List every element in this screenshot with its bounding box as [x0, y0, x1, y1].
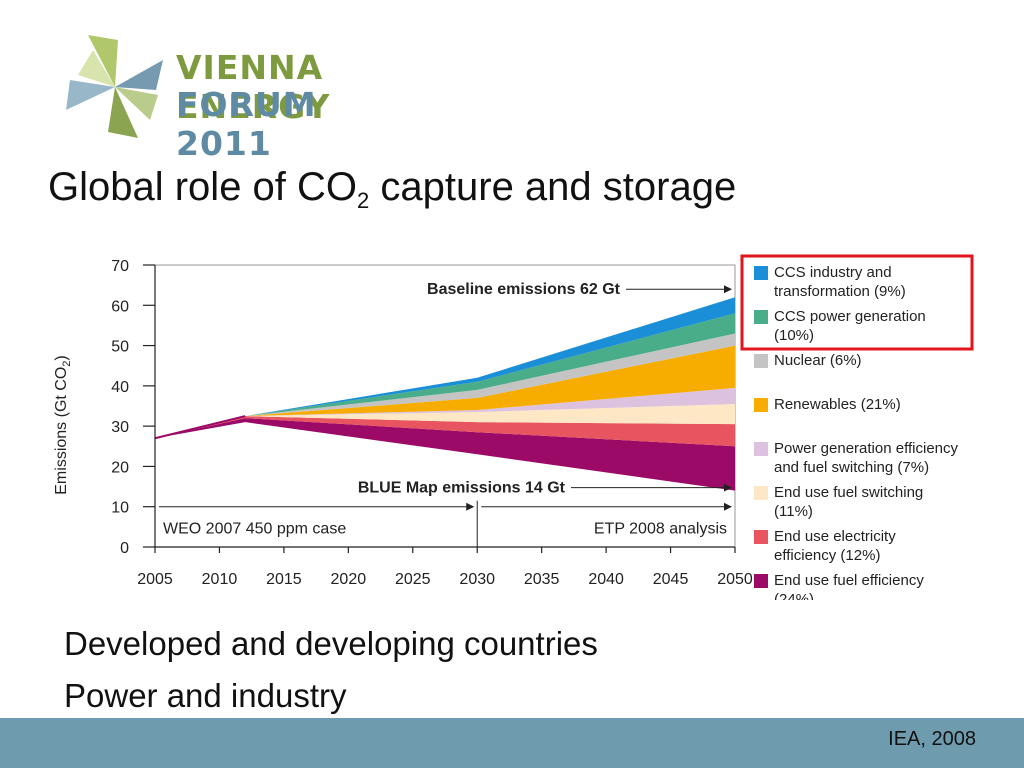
- legend-swatch: [754, 574, 768, 588]
- legend-label: End use electricity efficiency (12%): [774, 528, 896, 564]
- legend-label: Power generation efficiency and fuel swit…: [774, 440, 958, 476]
- legend-line: End use fuel efficiency: [774, 572, 924, 589]
- legend-line: (24%): [774, 591, 814, 600]
- blue-map-label: BLUE Map emissions 14 Gt: [358, 480, 566, 497]
- baseline-label: Baseline emissions 62 Gt: [427, 281, 621, 298]
- bullet-item: Developed and developing countries: [64, 625, 598, 662]
- legend-line: CCS industry and: [774, 264, 892, 281]
- y-axis-label-end: ): [53, 355, 70, 360]
- x-tick-label: 2005: [137, 571, 173, 588]
- history-line: [154, 415, 246, 440]
- legend: CCS industry and transformation (9%) CCS p…: [740, 254, 974, 600]
- y-tick-label: 40: [111, 379, 129, 396]
- legend-line: Nuclear (6%): [774, 352, 862, 369]
- legend-line: Power generation efficiency: [774, 440, 958, 457]
- logo-line2: FORUM 2011: [176, 85, 317, 163]
- x-tick-label: 2050: [717, 571, 753, 588]
- title-text: Global role of CO: [48, 165, 358, 209]
- legend-label: Renewables (21%): [774, 396, 901, 413]
- logo-line1: VIENNA ENERGY: [176, 48, 331, 126]
- bullet-item: Power and industry: [64, 677, 347, 714]
- wedge-area: [155, 416, 735, 447]
- y-axis-label-text: Emissions (Gt CO: [53, 367, 70, 495]
- legend-swatch: [754, 310, 768, 324]
- pinwheel-icon: [66, 35, 163, 138]
- y-tick-label: 60: [111, 298, 129, 315]
- x-tick-label: 2035: [524, 571, 560, 588]
- legend-swatch: [754, 354, 768, 368]
- ccs-highlight-box: [740, 254, 974, 351]
- footer-source: IEA, 2008: [888, 728, 976, 750]
- legend-label: CCS power generation (10%): [774, 308, 926, 344]
- y-tick-label: 20: [111, 459, 129, 476]
- legend-line: CCS power generation: [774, 308, 926, 325]
- x-tick-label: 2010: [202, 571, 238, 588]
- x-tick-label: 2020: [331, 571, 367, 588]
- bullet-list: Developed and developing countries Power…: [64, 618, 598, 722]
- wedge-area: [155, 404, 735, 439]
- x-tick-label: 2015: [266, 571, 302, 588]
- x-tick-label: 2030: [459, 571, 495, 588]
- legend-swatch: [754, 530, 768, 544]
- y-axis-label-sub: 2: [61, 361, 73, 367]
- legend-swatch: [754, 486, 768, 500]
- page-title: Global role of CO2 capture and storage: [48, 165, 736, 214]
- y-tick-label: 50: [111, 339, 129, 356]
- legend-line: transformation (9%): [774, 283, 906, 300]
- y-axis-label: Emissions (Gt CO2): [53, 355, 73, 494]
- footer-bar: IEA, 2008: [0, 718, 1024, 768]
- y-tick-label: 0: [120, 540, 129, 557]
- y-tick-label: 70: [111, 258, 129, 275]
- legend-line: (11%): [774, 503, 813, 520]
- legend-line: End use electricity: [774, 528, 896, 545]
- y-tick-label: 30: [111, 419, 129, 436]
- x-tick-label: 2040: [588, 571, 624, 588]
- logo: VIENNA ENERGY FORUM 2011: [58, 30, 388, 163]
- legend-swatch: [754, 398, 768, 412]
- legend-line: End use fuel switching: [774, 484, 923, 501]
- legend-label: Nuclear (6%): [774, 352, 862, 369]
- legend-line: efficiency (12%): [774, 547, 880, 564]
- legend-label: End use fuel efficiency (24%): [774, 572, 924, 600]
- wedge-area: [155, 418, 735, 491]
- title-subscript: 2: [357, 188, 370, 213]
- x-tick-label: 2045: [653, 571, 689, 588]
- x-tick-label: 2025: [395, 571, 431, 588]
- legend-label: CCS industry and transformation (9%): [774, 264, 906, 300]
- legend-line: and fuel switching (7%): [774, 459, 929, 476]
- y-tick-label: 10: [111, 500, 129, 517]
- legend-line: Renewables (21%): [774, 396, 901, 413]
- legend-swatch: [754, 442, 768, 456]
- wedge-area: [155, 345, 735, 439]
- right-range-label: ETP 2008 analysis: [594, 521, 727, 538]
- left-range-label: WEO 2007 450 ppm case: [163, 521, 346, 538]
- legend-label: End use fuel switching (11%): [774, 484, 923, 520]
- wedge-area: [155, 387, 735, 439]
- annotations: Baseline emissions 62 Gt BLUE Map emissio…: [159, 281, 732, 547]
- wedge-areas: [154, 297, 735, 491]
- legend-swatch: [754, 266, 768, 280]
- legend-line: (10%): [774, 327, 814, 344]
- title-text-end: capture and storage: [369, 165, 737, 209]
